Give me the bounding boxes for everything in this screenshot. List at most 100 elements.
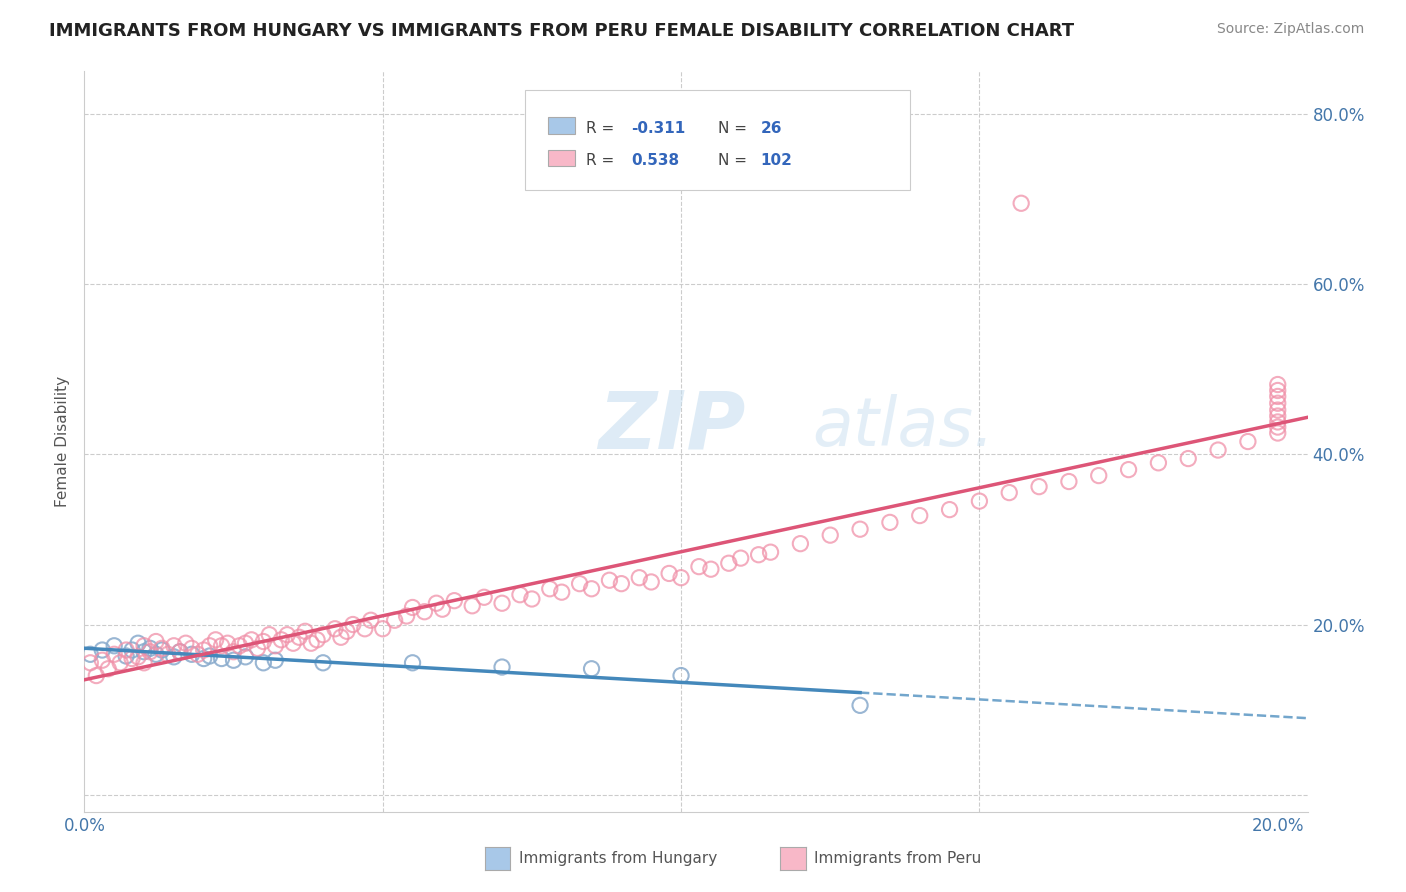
Point (139, 641, 162, 656)
Point (938, 502, 960, 516)
Point (1118, 462, 1140, 476)
Point (353, 622, 375, 636)
Point (276, 628, 298, 642)
Point (730, 551, 752, 566)
Point (879, 516, 901, 530)
Point (132, 639, 155, 653)
Text: N =: N = (718, 153, 752, 169)
Point (174, 636, 197, 650)
Point (121, 643, 143, 657)
Point (432, 602, 454, 616)
Point (198, 648, 221, 663)
Point (79, 648, 101, 662)
Point (163, 639, 186, 653)
Point (127, 636, 149, 650)
Point (1267, 415, 1289, 429)
Point (789, 536, 811, 550)
Point (294, 624, 316, 639)
Point (307, 632, 329, 647)
Point (187, 648, 209, 662)
Point (163, 649, 186, 664)
Point (1028, 480, 1050, 494)
Text: IMMIGRANTS FROM HUNGARY VS IMMIGRANTS FROM PERU FEMALE DISABILITY CORRELATION CH: IMMIGRANTS FROM HUNGARY VS IMMIGRANTS FR… (49, 22, 1074, 40)
Text: atlas.: atlas. (813, 393, 994, 459)
Point (658, 566, 681, 581)
Point (598, 574, 620, 588)
Point (91, 643, 114, 657)
Point (491, 596, 513, 610)
Point (211, 651, 233, 665)
FancyBboxPatch shape (548, 150, 575, 166)
Point (1057, 475, 1080, 489)
Point (79, 656, 101, 670)
Point (669, 668, 692, 682)
Point (204, 632, 226, 647)
Point (127, 649, 149, 664)
Point (610, 576, 633, 591)
Text: R =: R = (586, 121, 619, 136)
Point (688, 559, 710, 574)
Text: 26: 26 (761, 121, 782, 136)
Point (169, 645, 191, 659)
Point (748, 548, 770, 562)
Point (198, 639, 221, 653)
Text: Immigrants from Hungary: Immigrants from Hungary (519, 851, 717, 865)
Point (222, 645, 245, 659)
Text: Source: ZipAtlas.com: Source: ZipAtlas.com (1216, 22, 1364, 37)
Text: N =: N = (718, 121, 752, 136)
Point (84, 668, 107, 682)
Point (384, 613, 406, 627)
Point (342, 617, 364, 632)
Point (150, 643, 173, 657)
Point (413, 605, 436, 619)
Point (312, 656, 335, 670)
Point (443, 593, 465, 607)
Point (264, 653, 287, 667)
Point (103, 639, 125, 653)
Point (401, 656, 423, 670)
Point (520, 591, 543, 606)
Point (103, 648, 125, 662)
Point (640, 574, 662, 589)
Point (240, 632, 263, 647)
Point (270, 632, 292, 647)
Point (669, 571, 692, 585)
Point (180, 641, 202, 656)
Point (299, 636, 322, 650)
Point (1267, 409, 1289, 423)
Point (91, 653, 114, 667)
Point (323, 622, 346, 636)
Point (1267, 396, 1289, 410)
Point (228, 639, 250, 653)
Point (156, 648, 179, 662)
Point (329, 630, 352, 644)
Point (969, 494, 991, 508)
Point (145, 648, 167, 662)
Point (849, 698, 872, 713)
Point (1206, 443, 1229, 458)
FancyBboxPatch shape (548, 117, 575, 134)
Point (1267, 377, 1289, 392)
Point (360, 613, 382, 627)
Point (139, 645, 162, 659)
Point (1267, 420, 1289, 434)
Text: R =: R = (586, 153, 619, 169)
Point (145, 634, 167, 648)
Text: Immigrants from Peru: Immigrants from Peru (814, 851, 981, 865)
FancyBboxPatch shape (524, 90, 910, 190)
Point (259, 628, 281, 642)
Point (1087, 468, 1109, 483)
Point (1267, 425, 1289, 440)
Point (264, 639, 287, 653)
Point (395, 609, 418, 624)
Point (180, 648, 202, 662)
Point (551, 585, 574, 599)
Point (217, 636, 239, 650)
Text: 0.538: 0.538 (631, 153, 679, 169)
Point (1010, 196, 1032, 211)
Point (371, 622, 394, 636)
Point (283, 636, 305, 650)
Point (193, 651, 215, 665)
Point (628, 571, 651, 585)
Point (509, 588, 531, 602)
